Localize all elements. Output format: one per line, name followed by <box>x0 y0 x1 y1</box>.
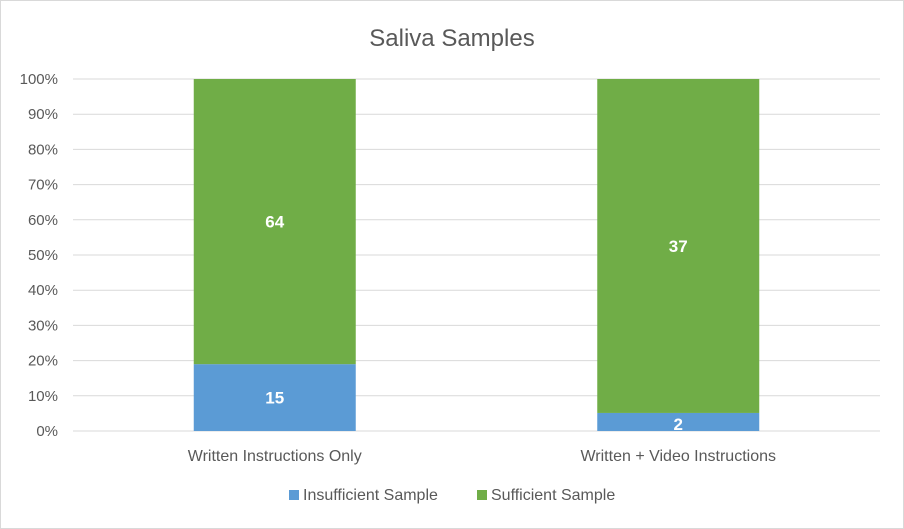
bar-segment <box>193 364 356 431</box>
chart-title: Saliva Samples <box>369 25 534 52</box>
x-axis-categories: Written Instructions Only Written + Video… <box>188 448 776 465</box>
data-label: 64 <box>265 213 284 232</box>
y-tick-label: 0% <box>36 423 58 440</box>
bar-segment <box>597 79 760 413</box>
y-tick-label: 60% <box>28 212 58 229</box>
bar-segment <box>193 79 356 365</box>
y-tick-label: 50% <box>28 247 58 264</box>
bar-segment <box>597 412 760 431</box>
y-tick-label: 90% <box>28 106 58 123</box>
y-tick-label: 80% <box>28 141 58 158</box>
legend-swatch <box>477 490 487 500</box>
y-tick-label: 10% <box>28 388 58 405</box>
y-axis-ticks: 0% 10% 20% 30% 40% 50% 60% 70% 80% 90% 100% <box>20 71 58 440</box>
data-label: 37 <box>669 237 688 256</box>
y-tick-label: 70% <box>28 177 58 194</box>
y-tick-label: 40% <box>28 282 58 299</box>
legend-label: Sufficient Sample <box>491 487 615 504</box>
data-label: 15 <box>265 389 284 408</box>
data-label: 2 <box>674 415 683 434</box>
y-tick-label: 100% <box>20 71 58 88</box>
x-category-label: Written Instructions Only <box>188 448 362 465</box>
legend-label: Insufficient Sample <box>303 487 438 504</box>
legend: Insufficient Sample Sufficient Sample <box>289 487 615 504</box>
bars <box>193 79 760 431</box>
legend-swatch <box>289 490 299 500</box>
x-category-label: Written + Video Instructions <box>580 448 776 465</box>
y-tick-label: 30% <box>28 317 58 334</box>
y-tick-label: 20% <box>28 353 58 370</box>
data-labels: 15 64 2 37 <box>265 213 687 434</box>
